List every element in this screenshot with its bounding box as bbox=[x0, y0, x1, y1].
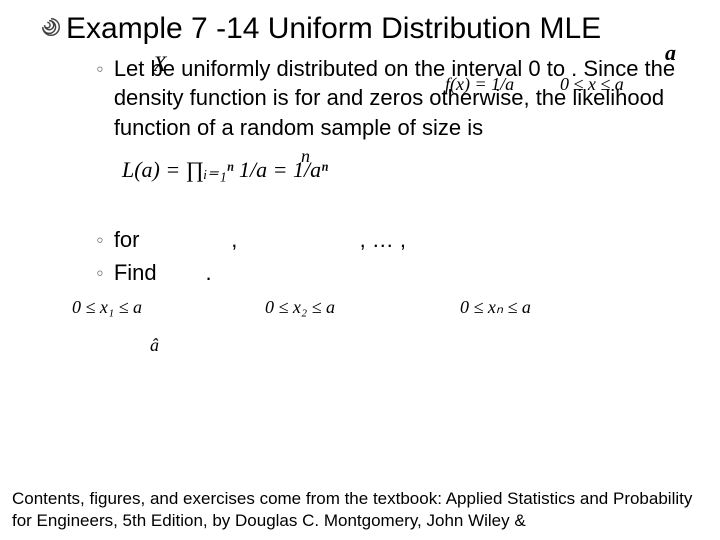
separator: , … , bbox=[360, 227, 406, 252]
for-label: for bbox=[114, 227, 140, 252]
body-paragraph-1: ◦ Let be uniformly distributed on the in… bbox=[96, 54, 680, 143]
paragraph-1-text: Let be uniformly distributed on the inte… bbox=[114, 54, 680, 143]
find-label: Find bbox=[114, 260, 157, 285]
math-range: 0 ≤ x ≤ a bbox=[560, 74, 624, 95]
math-ahat: â bbox=[150, 335, 159, 356]
math-condn: 0 ≤ xₙ ≤ a bbox=[460, 297, 531, 318]
footer-text: Contents, figures, and exercises come fr… bbox=[12, 488, 708, 532]
dot: . bbox=[206, 260, 212, 285]
math-cond2: 0 ≤ x₂ ≤ a bbox=[265, 297, 335, 318]
math-density: f(x) = 1/a bbox=[445, 74, 514, 95]
spiral-bullet-icon bbox=[40, 16, 62, 38]
slide: Example 7 -14 Uniform Distribution MLE ◦… bbox=[0, 0, 720, 540]
separator: , bbox=[231, 227, 237, 252]
math-cond1: 0 ≤ x₁ ≤ a bbox=[72, 297, 142, 318]
slide-title: Example 7 -14 Uniform Distribution MLE bbox=[66, 10, 601, 48]
sub-bullet-icon: ◦ bbox=[96, 227, 104, 253]
likelihood-formula: L(a) = ∏ᵢ₌₁ⁿ 1/a = 1/aⁿ bbox=[122, 157, 680, 183]
math-X: X bbox=[153, 51, 166, 77]
sub-bullet-icon: ◦ bbox=[96, 260, 104, 286]
sub-bullet-icon: ◦ bbox=[96, 56, 104, 82]
body-paragraph-2: ◦ for , , … , bbox=[96, 225, 680, 255]
body-paragraph-3: ◦ Find . bbox=[96, 258, 680, 288]
math-a: a bbox=[665, 40, 676, 66]
math-n: n bbox=[301, 146, 310, 167]
title-row: Example 7 -14 Uniform Distribution MLE bbox=[40, 10, 680, 48]
paragraph-3-text: Find . bbox=[114, 258, 212, 288]
paragraph-2-text: for , , … , bbox=[114, 225, 406, 255]
